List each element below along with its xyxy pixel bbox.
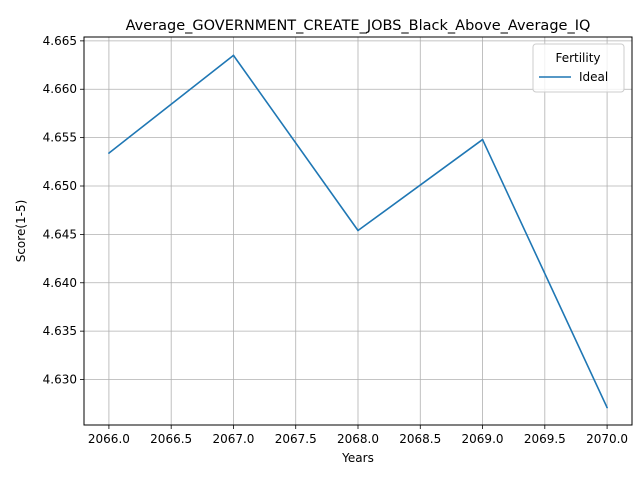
x-tick-label: 2067.0 [212, 432, 254, 446]
y-tick-label: 4.645 [43, 227, 77, 241]
x-tick-label: 2070.0 [586, 432, 628, 446]
x-tick-label: 2066.0 [88, 432, 130, 446]
x-tick-label: 2069.5 [524, 432, 566, 446]
data-point [606, 406, 608, 409]
chart-title: Average_GOVERNMENT_CREATE_JOBS_Black_Abo… [126, 18, 591, 34]
data-point [108, 152, 110, 154]
legend-box [532, 43, 625, 93]
grid [84, 37, 632, 425]
y-tick-label: 4.630 [43, 373, 77, 387]
x-axis: 2066.0 2066.5 2067.0 2067.5 2068.0 2068.5 2069… [88, 425, 628, 446]
legend-label-ideal: Ideal [579, 70, 608, 84]
x-tick-label: 2066.5 [150, 432, 192, 446]
y-tick-label: 4.660 [43, 82, 77, 96]
x-tick-label: 2067.5 [275, 432, 317, 446]
legend: Fertility Ideal [532, 43, 625, 93]
x-tick-label: 2068.5 [399, 432, 441, 446]
data-point [357, 229, 359, 232]
y-tick-label: 4.635 [43, 324, 77, 338]
x-axis-label: Years [341, 451, 374, 465]
x-tick-label: 2069.0 [462, 432, 504, 446]
y-tick-label: 4.650 [43, 179, 77, 193]
y-axis: 4.630 4.635 4.640 4.645 4.650 4.655 4.660 4.665 [43, 34, 84, 387]
y-tick-label: 4.640 [43, 276, 77, 290]
y-tick-label: 4.665 [43, 34, 77, 48]
data-point [232, 54, 235, 57]
x-tick-label: 2068.0 [337, 432, 379, 446]
data-point [481, 138, 484, 141]
legend-title: Fertility [555, 51, 600, 65]
y-tick-label: 4.655 [43, 131, 77, 145]
y-axis-label: Score(1-5) [14, 200, 28, 263]
series-layer [108, 54, 608, 409]
